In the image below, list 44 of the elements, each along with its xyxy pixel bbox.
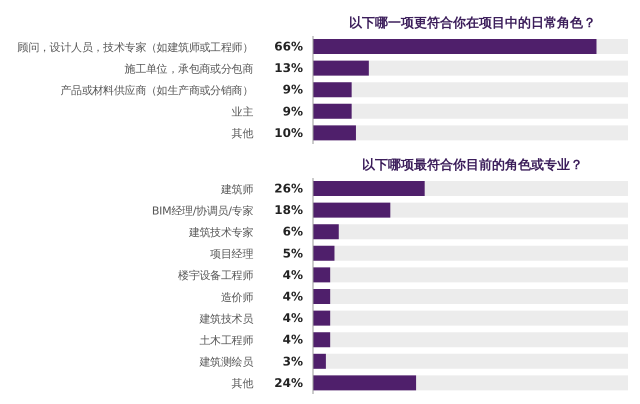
data-label: 6% <box>282 224 303 239</box>
y-tick-label: 建筑技术员 <box>198 312 254 326</box>
y-tick-label: 其他 <box>232 127 254 140</box>
bar <box>313 246 334 261</box>
bar <box>313 289 330 304</box>
data-label: 9% <box>282 82 303 97</box>
y-tick-label: 项目经理 <box>210 248 254 261</box>
y-tick-label: 顾问，设计人员，技术专家（如建筑师或工程师） <box>18 40 253 54</box>
data-label: 4% <box>282 311 303 326</box>
data-label: 66% <box>274 40 303 54</box>
bar <box>313 60 369 76</box>
y-tick-label: 业主 <box>232 106 254 119</box>
bar <box>313 104 352 119</box>
bar <box>313 202 390 218</box>
bar <box>313 224 339 240</box>
y-tick-label: 建筑师 <box>220 182 254 196</box>
data-label: 5% <box>282 246 303 260</box>
data-label: 9% <box>282 104 303 118</box>
bar <box>313 354 326 369</box>
y-tick-label: 施工单位，承包商或分包商 <box>124 62 254 76</box>
bar <box>313 267 330 282</box>
bar <box>313 82 352 98</box>
y-tick-label: 土木工程师 <box>199 334 254 347</box>
data-label: 4% <box>282 268 303 282</box>
y-tick-label: 造价师 <box>220 290 254 304</box>
text: 以下哪项最符合你目前的角色或专业？ <box>361 157 584 174</box>
y-tick-label: 楼宇设备工程师 <box>178 269 254 282</box>
bar <box>313 310 330 326</box>
data-label: 4% <box>282 290 303 304</box>
y-tick-label: 建筑技术专家 <box>188 226 254 239</box>
data-label: 18% <box>274 203 303 218</box>
data-label: 3% <box>282 354 303 368</box>
chart-title: 以下哪一项更符合你在项目中的日常角色？ <box>348 15 597 32</box>
y-tick-label: 产品或材料供应商（如生产商或分销商） <box>60 84 253 97</box>
data-label: 10% <box>274 126 303 140</box>
y-tick-label: 建筑测绘员 <box>198 356 254 369</box>
bar <box>313 332 330 348</box>
data-label: 24% <box>274 376 303 390</box>
y-tick-label: 其他 <box>232 377 254 390</box>
data-label: 4% <box>282 332 303 347</box>
y-tick-label: BIM经理/协调员/专家 <box>152 204 254 218</box>
data-label: 13% <box>274 61 303 76</box>
data-label: 26% <box>274 182 303 196</box>
bar <box>313 125 356 140</box>
